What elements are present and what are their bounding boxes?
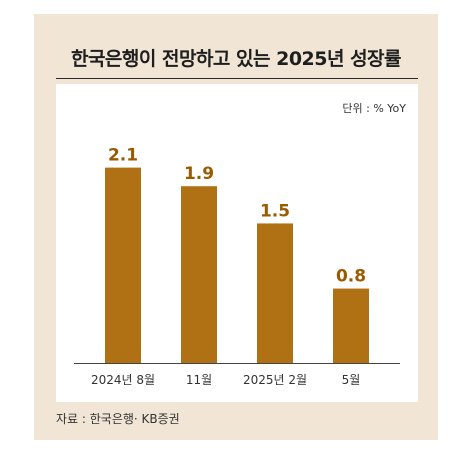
- bar: [333, 288, 369, 363]
- unit-label: 단위 : % YoY: [342, 102, 406, 115]
- x-tick-label: 5월: [342, 373, 361, 387]
- bar-value-label: 1.9: [184, 164, 214, 184]
- bar: [257, 223, 293, 363]
- x-tick-label: 2025년 2월: [243, 373, 307, 387]
- chart-card: 한국은행이 전망하고 있는 2025년 성장률 단위 : % YoY 2.1 20…: [34, 14, 438, 440]
- x-tick-label: 2024년 8월: [91, 373, 155, 387]
- bar-value-label: 2.1: [108, 146, 138, 166]
- chart-panel: 단위 : % YoY 2.1 2024년 8월 1.9 11월 1.5 2025년 2월 0…: [56, 84, 418, 402]
- bar-value-label: 1.5: [260, 201, 290, 221]
- source-note: 자료 : 한국은행· KB증권: [56, 412, 180, 426]
- bar-chart: 2.1 2024년 8월 1.9 11월 1.5 2025년 2월 0.8 5월: [74, 146, 400, 387]
- chart-title: 한국은행이 전망하고 있는 2025년 성장률: [70, 48, 402, 70]
- bar: [105, 167, 141, 363]
- title-divider: [56, 78, 418, 79]
- bar-value-label: 0.8: [336, 267, 366, 287]
- bar: [181, 186, 217, 363]
- x-tick-label: 11월: [186, 373, 212, 387]
